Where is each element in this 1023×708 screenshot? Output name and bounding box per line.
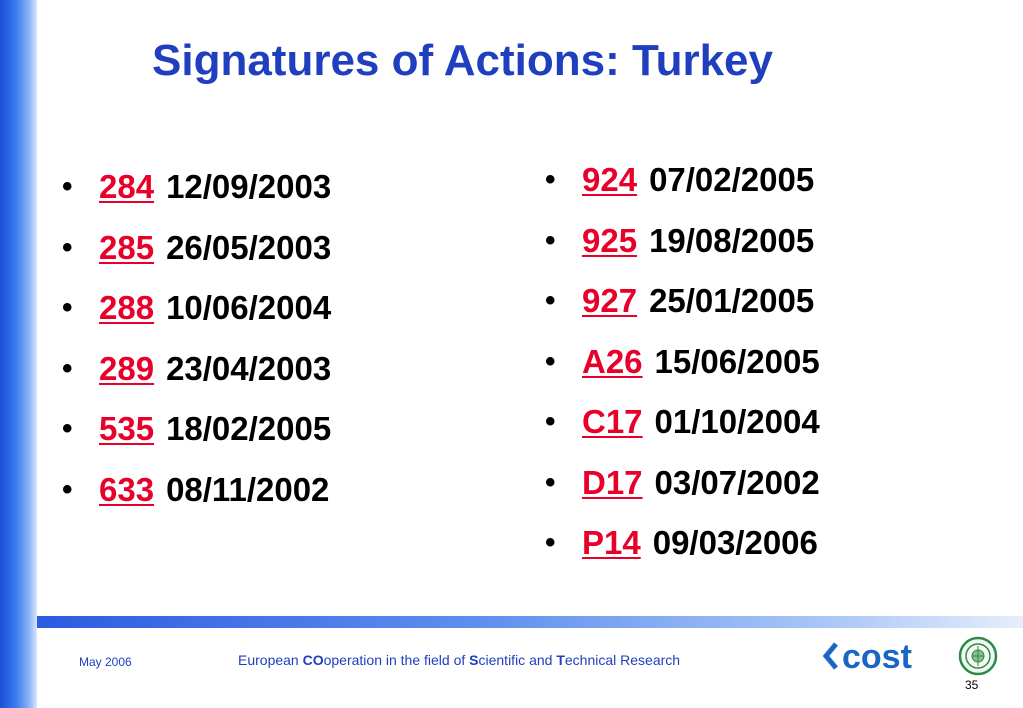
- bullet-icon: •: [62, 291, 73, 324]
- action-date: 26/05/2003: [166, 228, 332, 266]
- action-item: • 925 19/08/2005: [545, 221, 820, 282]
- action-code-link[interactable]: 927: [582, 282, 638, 319]
- action-code-link[interactable]: A26: [582, 342, 643, 380]
- action-item: • C17 01/10/2004: [545, 402, 820, 463]
- action-date: 03/07/2002: [654, 463, 820, 501]
- bullet-icon: •: [62, 412, 73, 445]
- page-number: 35: [965, 678, 979, 692]
- action-date: 07/02/2005: [649, 161, 815, 198]
- footer-divider: [37, 616, 1023, 628]
- action-item: • D17 03/07/2002: [545, 463, 820, 524]
- footer-organization: European COoperation in the field of Sci…: [238, 652, 680, 668]
- bullet-icon: •: [62, 472, 73, 506]
- action-date: 25/01/2005: [649, 282, 815, 319]
- action-code-link[interactable]: P14: [582, 524, 641, 561]
- action-item: • 284 12/09/2003: [62, 167, 331, 228]
- footer-org-part: echnical Research: [564, 652, 681, 668]
- action-code-link[interactable]: 925: [582, 221, 638, 259]
- actions-list-left: • 284 12/09/2003 • 285 26/05/2003 • 288 10/06/20…: [62, 167, 331, 530]
- action-code-link[interactable]: 535: [99, 410, 155, 447]
- action-date: 23/04/2003: [166, 349, 332, 387]
- footer-org-part: cientific and: [478, 652, 557, 668]
- bullet-icon: •: [545, 163, 556, 196]
- action-code-link[interactable]: C17: [582, 403, 643, 440]
- action-code-link[interactable]: 285: [99, 228, 155, 266]
- action-date: 01/10/2004: [654, 403, 820, 440]
- action-code-link[interactable]: 289: [99, 349, 155, 387]
- bullet-icon: •: [62, 351, 73, 385]
- action-code-link[interactable]: 284: [99, 168, 155, 205]
- bullet-icon: •: [545, 405, 556, 438]
- action-date: 18/02/2005: [166, 410, 332, 447]
- bullet-icon: •: [62, 170, 73, 203]
- action-code-link[interactable]: D17: [582, 463, 643, 501]
- action-date: 08/11/2002: [166, 470, 330, 508]
- action-item: • 535 18/02/2005: [62, 409, 331, 470]
- footer-org-part: CO: [302, 652, 324, 668]
- action-item: • 288 10/06/2004: [62, 288, 331, 349]
- actions-list-right: • 924 07/02/2005 • 925 19/08/2005 • 927 25/01/20…: [545, 160, 820, 584]
- bullet-icon: •: [545, 526, 556, 559]
- footer-org-part: operation in the field of: [323, 652, 470, 668]
- bullet-icon: •: [545, 223, 556, 257]
- action-item: • 924 07/02/2005: [545, 160, 820, 221]
- svg-text:cost: cost: [842, 638, 912, 674]
- action-code-link[interactable]: 633: [99, 470, 155, 508]
- action-code-link[interactable]: 924: [582, 161, 638, 198]
- bullet-icon: •: [545, 344, 556, 378]
- footer-org-part: T: [556, 652, 565, 668]
- action-item: • 633 08/11/2002: [62, 470, 331, 531]
- university-seal-icon: [958, 636, 998, 676]
- action-item: • 285 26/05/2003: [62, 228, 331, 289]
- action-item: • 927 25/01/2005: [545, 281, 820, 342]
- cost-logo: cost: [822, 638, 912, 674]
- bullet-icon: •: [545, 284, 556, 317]
- action-code-link[interactable]: 288: [99, 289, 155, 326]
- page-title: Signatures of Actions: Turkey: [152, 36, 773, 85]
- action-date: 10/06/2004: [166, 289, 332, 326]
- action-item: • 289 23/04/2003: [62, 349, 331, 410]
- action-date: 19/08/2005: [649, 221, 815, 259]
- action-item: • P14 09/03/2006: [545, 523, 820, 584]
- footer-org-part: S: [469, 652, 479, 668]
- footer-org-part: European: [238, 652, 303, 668]
- bullet-icon: •: [62, 230, 73, 264]
- action-date: 09/03/2006: [652, 524, 818, 561]
- footer-date: May 2006: [79, 655, 132, 669]
- left-accent-bar: [0, 0, 37, 708]
- action-item: • A26 15/06/2005: [545, 342, 820, 403]
- action-date: 12/09/2003: [166, 168, 332, 205]
- bullet-icon: •: [545, 465, 556, 499]
- action-date: 15/06/2005: [654, 342, 820, 380]
